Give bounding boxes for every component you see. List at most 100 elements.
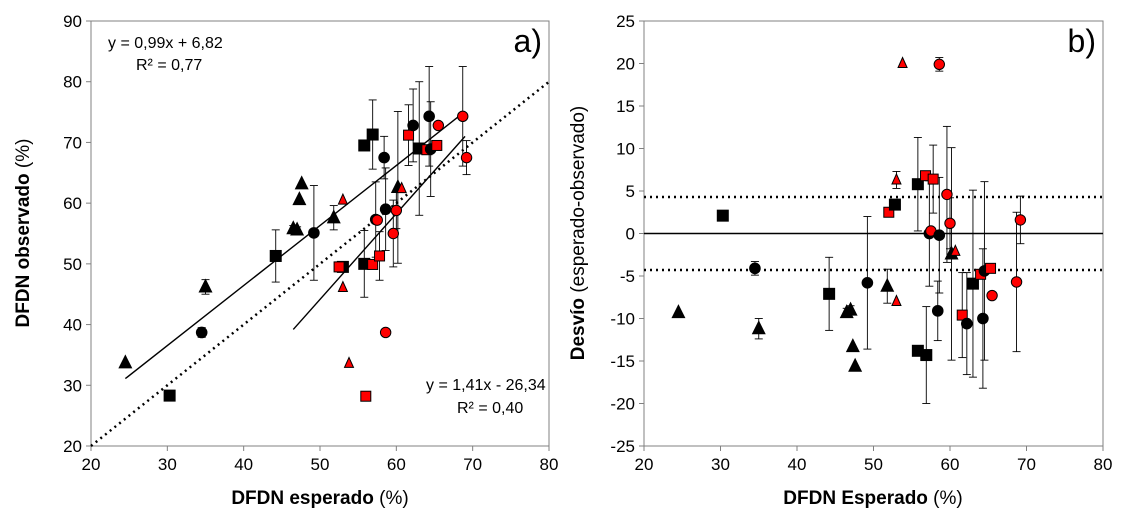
panel-a-x-tick-label: 40	[234, 455, 253, 474]
panel-a-point-black-circle	[379, 203, 392, 216]
panel-b-lines	[644, 195, 1103, 272]
panel-a-point-red-square	[403, 129, 415, 141]
panel-a-point-black-triangle	[292, 191, 307, 206]
panel-b-point-black-triangle	[880, 277, 895, 292]
panel-a-point-red-circle	[457, 110, 469, 123]
panel-b-point-black-square	[823, 287, 836, 300]
panel-a-point-red-circle	[387, 227, 399, 240]
panel-b-x-tick-label: 30	[711, 455, 730, 474]
panel-b-x-tick-label: 20	[635, 455, 654, 474]
panel-b-point-black-triangle	[944, 245, 959, 260]
panel-a-point-black-triangle	[290, 221, 305, 236]
panel-b-y-tick-label: 5	[626, 182, 635, 201]
panel-a-point-black-triangle	[294, 175, 309, 190]
panel-b-point-black-circle	[977, 312, 989, 325]
panel-b-point-black-triangle	[843, 301, 858, 316]
panel-b: 20 30 40 50 60 70 80 -25 -20 -15 -10 -5 0 5 10 15 20 25 b…	[568, 12, 1112, 509]
panel-b-y-tick-label: -5	[620, 267, 635, 286]
panel-b-point-black-square	[966, 277, 979, 290]
panel-b-point-black-square	[716, 209, 729, 222]
panel-b-point-red-triangle	[891, 294, 902, 306]
panel-b-y-tick-label: -25	[610, 437, 635, 456]
panel-a-equation-1-line-2: R² = 0,77	[136, 57, 202, 74]
panel-a: 20 30 40 50 60 70 80 20 30 40 50 60 70 80 90 a) y = 0,…	[13, 12, 558, 509]
panel-b-point-red-circle	[986, 289, 998, 302]
panel-b-point-red-square	[927, 173, 939, 185]
panel-a-reference-line-dotted	[90, 80, 550, 447]
panel-a-point-red-circle	[432, 119, 445, 132]
panel-a-x-tick-label: 20	[82, 455, 101, 474]
panel-a-y-tick-label: 80	[63, 73, 82, 92]
panel-b-x-axis-label-unit: (%)	[928, 488, 963, 509]
panel-a-point-red-circle	[371, 214, 383, 226]
panel-a-point-black-triangle	[198, 278, 213, 293]
panel-a-ticks: 20 30 40 50 60 70 80 20 30 40 50 60 70 80 90	[63, 12, 558, 474]
panel-a-x-axis-label-unit: (%)	[374, 488, 409, 509]
panel-b-point-red-circle	[933, 58, 945, 71]
panel-a-equation-2-line-1: y = 1,41x - 26,34	[426, 377, 546, 394]
panel-a-point-red-triangle	[343, 356, 355, 368]
panel-b-y-tick-label: -15	[610, 352, 635, 371]
panel-a-x-tick-label: 60	[387, 455, 406, 474]
panel-b-point-red-triangle	[891, 172, 902, 185]
panel-b-x-tick-label: 50	[864, 455, 883, 474]
panel-b-point-red-triangle	[897, 56, 908, 68]
panel-b-y-tick-label: 15	[616, 97, 635, 116]
panel-b-point-red-circle	[1014, 214, 1027, 226]
panel-b-x-axis-label: DFDN Esperado (%)	[783, 488, 962, 509]
panel-a-point-black-circle	[378, 151, 390, 164]
panel-a-point-black-circle	[423, 110, 435, 123]
panel-b-y-tick-label: -10	[610, 310, 635, 329]
panel-b-point-black-square	[888, 198, 901, 211]
panel-a-point-black-circle	[308, 227, 320, 239]
panel-b-y-tick-label: 0	[626, 225, 635, 244]
panel-a-x-tick-label: 30	[158, 455, 177, 474]
panel-b-point-red-square	[883, 206, 895, 218]
panel-a-label: a)	[514, 23, 542, 59]
panel-b-ticks: 20 30 40 50 60 70 80 -25 -20 -15 -10 -5 0 5 10 15 20 25	[610, 12, 1112, 474]
panel-a-point-red-triangle	[396, 181, 407, 194]
panel-b-point-red-circle	[944, 217, 956, 230]
panel-a-point-red-triangle	[337, 280, 349, 293]
panel-b-y-axis-label-name: Desvío	[568, 298, 589, 360]
panel-a-y-axis-label-unit: (%)	[13, 139, 34, 174]
panel-a-point-red-square	[367, 258, 379, 270]
panel-b-point-black-circle	[961, 317, 973, 330]
panel-a-y-tick-label: 90	[63, 12, 82, 31]
panel-a-point-red-square	[333, 261, 345, 273]
panel-a-point-red-circle	[460, 151, 473, 164]
panel-b-x-axis-label-name: DFDN Esperado	[783, 488, 928, 509]
panel-a-y-tick-label: 50	[63, 255, 82, 274]
panel-b-point-black-circle	[861, 277, 874, 289]
panel-a-point-black-circle	[195, 326, 208, 339]
panel-a-point-red-square	[374, 250, 386, 262]
panel-a-point-black-square	[269, 249, 282, 262]
panel-b-point-black-triangle	[671, 304, 686, 319]
panel-b-label: b)	[1068, 23, 1096, 59]
panel-a-point-red-square	[360, 390, 372, 402]
panel-a-point-red-circle	[379, 326, 392, 339]
panel-a-x-tick-label: 80	[540, 455, 559, 474]
panel-b-point-red-triangle	[950, 244, 961, 256]
panel-b-x-tick-label: 80	[1094, 455, 1113, 474]
panel-a-point-black-square	[163, 389, 176, 402]
panel-a-x-tick-label: 70	[463, 455, 482, 474]
panel-a-y-tick-label: 20	[63, 437, 82, 456]
panel-a-y-tick-label: 40	[63, 316, 82, 335]
panel-b-y-tick-label: 25	[616, 12, 635, 31]
panel-b-point-black-circle	[933, 229, 946, 241]
panel-b-point-red-circle	[941, 188, 953, 201]
panel-b-y-tick-label: -20	[610, 395, 635, 414]
panel-a-point-black-triangle	[118, 354, 133, 369]
panel-b-point-black-circle	[931, 305, 944, 317]
panel-b-x-tick-label: 70	[1017, 455, 1036, 474]
panel-a-y-axis-label: DFDN observado (%)	[13, 139, 34, 328]
panel-a-y-tick-label: 60	[63, 194, 82, 213]
panel-a-point-red-triangle	[337, 192, 349, 205]
panel-a-point-red-square	[431, 139, 443, 151]
panel-a-equation-2-line-2: R² = 0,40	[457, 400, 523, 417]
panel-b-x-tick-label: 40	[788, 455, 807, 474]
panel-b-x-tick-label: 60	[941, 455, 960, 474]
panel-b-point-black-square	[920, 349, 933, 362]
